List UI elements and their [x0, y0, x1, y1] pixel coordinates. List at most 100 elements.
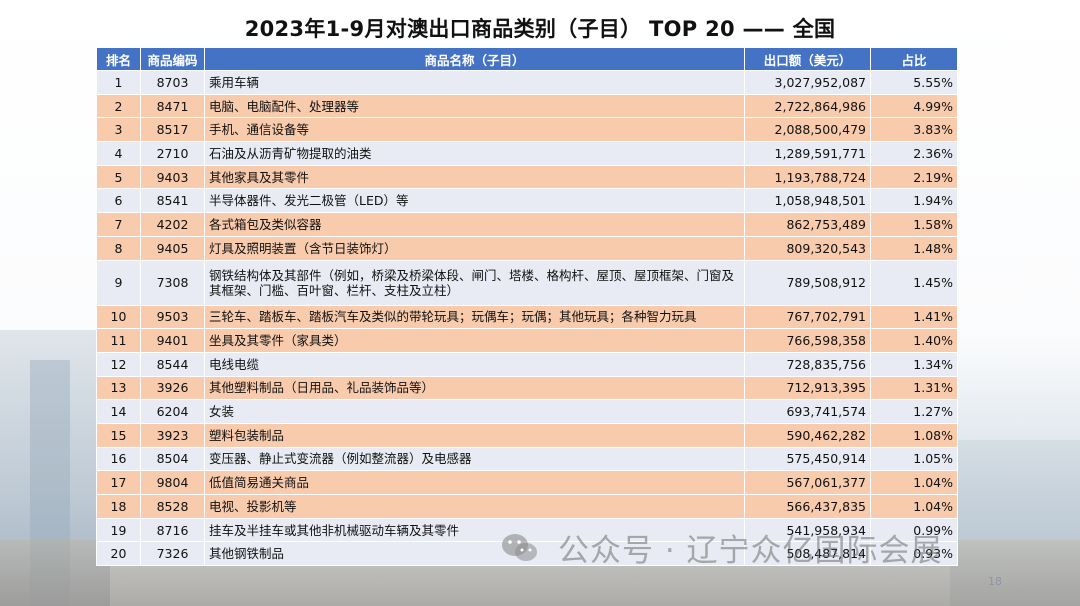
cell-name: 手机、通信设备等: [204, 117, 745, 143]
cell-code: 9503: [140, 304, 205, 330]
cell-share: 1.05%: [870, 446, 958, 472]
watermark: 公众号 · 辽宁众亿国际会展: [500, 525, 943, 570]
cell-amount: 575,450,914: [744, 446, 871, 472]
cell-rank: 14: [96, 399, 141, 424]
cell-code: 8544: [140, 351, 205, 377]
export-table: 排名 商品编码 商品名称（子目） 出口额（美元） 占比 1 8703 乘用车辆 …: [96, 47, 958, 567]
cell-share: 1.27%: [870, 399, 958, 424]
cell-share: 2.36%: [870, 141, 958, 166]
wechat-icon: [502, 533, 537, 561]
page-number: 18: [988, 575, 1002, 588]
cell-name: 其他塑料制品（日用品、礼品装饰品等）: [204, 375, 745, 401]
table-row: 4 2710 石油及从沥青矿物提取的油类 1,289,591,771 2.36%: [96, 141, 958, 166]
cell-rank: 4: [96, 141, 141, 166]
cell-amount: 566,437,835: [744, 494, 871, 519]
cell-name: 坐具及其零件（家具类）: [204, 328, 745, 353]
header-code: 商品编码: [140, 47, 205, 71]
table-row: 2 8471 电脑、电脑配件、处理器等 2,722,864,986 4.99%: [96, 93, 958, 119]
cell-name: 钢铁结构体及其部件（例如，桥梁及桥梁体段、闸门、塔楼、格构杆、屋顶、屋顶框架、门…: [204, 259, 745, 306]
cell-share: 1.08%: [870, 422, 958, 448]
cell-name: 电视、投影机等: [204, 494, 745, 519]
table-row: 19 8716 挂车及半挂车或其他非机械驱动车辆及其零件 541,958,934…: [96, 517, 958, 543]
cell-share: 1.04%: [870, 470, 958, 495]
cell-share: 1.34%: [870, 351, 958, 377]
table-header-row: 排名 商品编码 商品名称（子目） 出口额（美元） 占比: [96, 47, 958, 71]
cell-rank: 13: [96, 375, 141, 401]
table-row: 1 8703 乘用车辆 3,027,952,087 5.55%: [96, 70, 958, 95]
cell-rank: 6: [96, 188, 141, 214]
cell-code: 2710: [140, 141, 205, 166]
cell-code: 8504: [140, 446, 205, 472]
cell-rank: 18: [96, 494, 141, 519]
cell-name: 乘用车辆: [204, 70, 745, 95]
cell-amount: 862,753,489: [744, 212, 871, 237]
cell-share: 1.41%: [870, 304, 958, 330]
cell-amount: 712,913,395: [744, 375, 871, 401]
cell-amount: 590,462,282: [744, 422, 871, 448]
table-row: 18 8528 电视、投影机等 566,437,835 1.04%: [96, 494, 958, 519]
cell-share: 3.83%: [870, 117, 958, 143]
cell-share: 1.94%: [870, 188, 958, 214]
cell-name: 石油及从沥青矿物提取的油类: [204, 141, 745, 166]
cell-share: 1.48%: [870, 235, 958, 261]
header-share: 占比: [870, 47, 958, 71]
cell-name: 各式箱包及类似容器: [204, 212, 745, 237]
cell-rank: 16: [96, 446, 141, 472]
cell-amount: 789,508,912: [744, 259, 871, 306]
table-row: 9 7308 钢铁结构体及其部件（例如，桥梁及桥梁体段、闸门、塔楼、格构杆、屋顶…: [96, 259, 958, 306]
table-row: 13 3926 其他塑料制品（日用品、礼品装饰品等） 712,913,395 1…: [96, 375, 958, 401]
cell-share: 1.31%: [870, 375, 958, 401]
cell-share: 1.40%: [870, 328, 958, 353]
cell-name: 挂车及半挂车或其他非机械驱动车辆及其零件: [204, 517, 745, 543]
cell-code: 8471: [140, 93, 205, 119]
cell-share: 1.58%: [870, 212, 958, 237]
cell-code: 8703: [140, 70, 205, 95]
header-rank: 排名: [96, 47, 141, 71]
header-amount: 出口额（美元）: [744, 47, 871, 71]
cell-code: 3926: [140, 375, 205, 401]
cell-code: 8541: [140, 188, 205, 214]
cell-code: 9405: [140, 235, 205, 261]
cell-amount: 508,487,814: [744, 541, 871, 567]
cell-amount: 567,061,377: [744, 470, 871, 495]
background-bridge: [950, 440, 1080, 606]
cell-name: 半导体器件、发光二极管（LED）等: [204, 188, 745, 214]
header-name: 商品名称（子目）: [204, 47, 745, 71]
cell-rank: 12: [96, 351, 141, 377]
cell-amount: 809,320,543: [744, 235, 871, 261]
cell-rank: 1: [96, 70, 141, 95]
table-row: 20 7326 其他钢铁制品 508,487,814 0.93%: [96, 541, 958, 567]
cell-rank: 8: [96, 235, 141, 261]
cell-rank: 7: [96, 212, 141, 237]
cell-name: 三轮车、踏板车、踏板汽车及类似的带轮玩具；玩偶车；玩偶；其他玩具；各种智力玩具: [204, 304, 745, 330]
cell-name: 塑料包装制品: [204, 422, 745, 448]
table-row: 7 4202 各式箱包及类似容器 862,753,489 1.58%: [96, 212, 958, 237]
cell-code: 9403: [140, 164, 205, 190]
cell-rank: 19: [96, 517, 141, 543]
cell-name: 电脑、电脑配件、处理器等: [204, 93, 745, 119]
cell-code: 7326: [140, 541, 205, 567]
cell-share: 1.04%: [870, 494, 958, 519]
table-row: 17 9804 低值简易通关商品 567,061,377 1.04%: [96, 470, 958, 495]
cell-share: 2.19%: [870, 164, 958, 190]
table-row: 3 8517 手机、通信设备等 2,088,500,479 3.83%: [96, 117, 958, 143]
background-city: [0, 330, 110, 606]
table-row: 8 9405 灯具及照明装置（含节日装饰灯） 809,320,543 1.48%: [96, 235, 958, 261]
cell-code: 9804: [140, 470, 205, 495]
cell-rank: 3: [96, 117, 141, 143]
cell-amount: 766,598,358: [744, 328, 871, 353]
page-title: 2023年1-9月对澳出口商品类别（子目） TOP 20 —— 全国: [244, 17, 836, 41]
cell-name: 灯具及照明装置（含节日装饰灯）: [204, 235, 745, 261]
cell-name: 低值简易通关商品: [204, 470, 745, 495]
cell-rank: 20: [96, 541, 141, 567]
cell-amount: 3,027,952,087: [744, 70, 871, 95]
cell-amount: 1,058,948,501: [744, 188, 871, 214]
cell-rank: 2: [96, 93, 141, 119]
background-tower: [30, 360, 70, 606]
table-row: 15 3923 塑料包装制品 590,462,282 1.08%: [96, 422, 958, 448]
cell-code: 9401: [140, 328, 205, 353]
cell-name: 其他钢铁制品: [204, 541, 745, 567]
cell-amount: 767,702,791: [744, 304, 871, 330]
cell-rank: 17: [96, 470, 141, 495]
cell-rank: 9: [96, 259, 141, 306]
